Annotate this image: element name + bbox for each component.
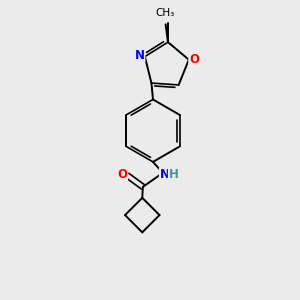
- Text: N: N: [134, 49, 145, 62]
- Text: H: H: [169, 168, 179, 181]
- Text: O: O: [189, 53, 199, 66]
- Text: CH₃: CH₃: [155, 8, 175, 18]
- Text: N: N: [160, 168, 170, 181]
- Text: O: O: [117, 168, 127, 181]
